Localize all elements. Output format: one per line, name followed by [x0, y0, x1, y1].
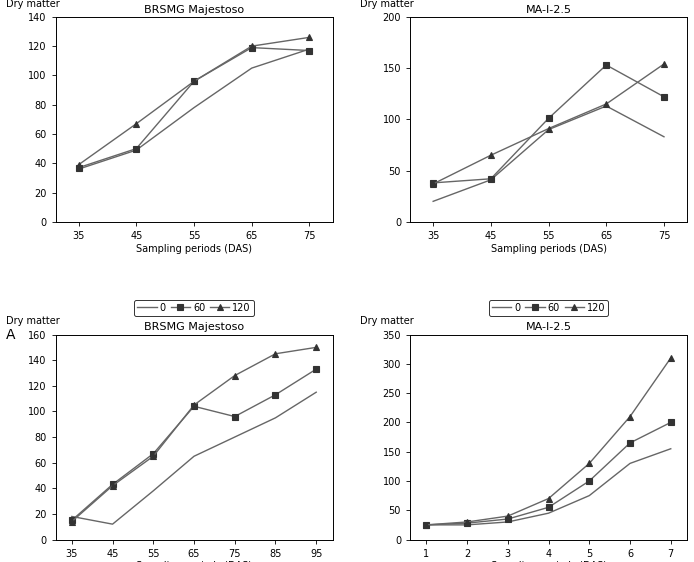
Line: 120: 120 — [69, 345, 319, 524]
0 — [463, 522, 471, 528]
Line: 120: 120 — [423, 355, 674, 528]
0 — [544, 510, 552, 516]
Title: MA-I-2.5: MA-I-2.5 — [525, 323, 572, 332]
Text: A: A — [6, 328, 15, 342]
60 — [305, 47, 314, 54]
0 — [667, 445, 675, 452]
X-axis label: Sampling periods (DAS): Sampling periods (DAS) — [491, 561, 607, 562]
Line: 0: 0 — [78, 49, 310, 169]
60 — [67, 517, 76, 524]
0 — [271, 414, 280, 421]
120 — [149, 453, 158, 460]
0 — [108, 521, 117, 528]
Title: BRSMG Majestoso: BRSMG Majestoso — [144, 4, 244, 15]
0 — [585, 492, 593, 499]
120 — [312, 344, 321, 351]
60 — [585, 478, 593, 484]
0 — [422, 522, 430, 528]
60 — [74, 164, 83, 171]
120 — [190, 402, 198, 409]
60 — [271, 391, 280, 398]
Text: Dry matter: Dry matter — [360, 0, 414, 8]
120 — [463, 519, 471, 525]
0 — [602, 103, 611, 110]
60 — [190, 403, 198, 410]
60 — [248, 44, 256, 51]
Line: 120: 120 — [430, 61, 667, 187]
120 — [667, 355, 675, 361]
0 — [312, 389, 321, 396]
Line: 0: 0 — [433, 106, 664, 201]
Line: 60: 60 — [76, 45, 312, 170]
60 — [190, 78, 198, 85]
120 — [271, 350, 280, 357]
0 — [486, 176, 495, 183]
0 — [429, 198, 437, 205]
Text: Dry matter: Dry matter — [6, 0, 60, 8]
0 — [190, 105, 198, 111]
Line: 0: 0 — [71, 392, 316, 524]
120 — [544, 495, 552, 502]
120 — [108, 482, 117, 489]
120 — [602, 101, 611, 107]
0 — [305, 46, 314, 52]
X-axis label: Sampling periods (DAS): Sampling periods (DAS) — [136, 244, 252, 253]
60 — [667, 419, 675, 426]
Line: 0: 0 — [426, 448, 671, 525]
60 — [660, 93, 668, 100]
60 — [463, 520, 471, 527]
60 — [602, 62, 611, 69]
120 — [74, 161, 83, 168]
120 — [486, 152, 495, 158]
Line: 120: 120 — [76, 35, 312, 167]
60 — [504, 516, 512, 523]
0 — [544, 126, 552, 133]
120 — [544, 125, 552, 132]
Line: 60: 60 — [423, 420, 674, 528]
0 — [626, 460, 634, 467]
0 — [190, 453, 198, 460]
0 — [248, 65, 256, 71]
60 — [429, 179, 437, 186]
120 — [660, 61, 668, 67]
60 — [544, 504, 552, 511]
0 — [504, 519, 512, 525]
60 — [108, 481, 117, 488]
120 — [230, 372, 239, 379]
60 — [230, 413, 239, 420]
60 — [312, 366, 321, 373]
120 — [429, 180, 437, 187]
120 — [190, 78, 198, 85]
Line: 60: 60 — [69, 366, 319, 523]
60 — [486, 175, 495, 182]
X-axis label: Sampling periods (DAS): Sampling periods (DAS) — [491, 244, 607, 253]
120 — [305, 34, 314, 40]
Text: Dry matter: Dry matter — [360, 316, 414, 327]
X-axis label: Sampling periods (DAS): Sampling periods (DAS) — [136, 561, 252, 562]
0 — [74, 166, 83, 173]
Title: BRSMG Majestoso: BRSMG Majestoso — [144, 323, 244, 332]
60 — [149, 450, 158, 457]
120 — [248, 43, 256, 49]
120 — [626, 413, 634, 420]
0 — [230, 434, 239, 441]
120 — [67, 518, 76, 525]
Legend: 0, 60, 120: 0, 60, 120 — [489, 300, 609, 315]
60 — [422, 522, 430, 528]
120 — [504, 513, 512, 519]
0 — [132, 147, 140, 153]
0 — [67, 513, 76, 520]
120 — [132, 120, 140, 127]
Title: MA-I-2.5: MA-I-2.5 — [525, 4, 572, 15]
Line: 60: 60 — [430, 62, 667, 185]
Legend: 0, 60, 120: 0, 60, 120 — [134, 300, 254, 315]
Text: Dry matter: Dry matter — [6, 316, 60, 327]
120 — [422, 522, 430, 528]
60 — [132, 145, 140, 152]
60 — [626, 439, 634, 446]
0 — [660, 133, 668, 140]
0 — [149, 487, 158, 494]
120 — [585, 460, 593, 467]
60 — [544, 115, 552, 122]
